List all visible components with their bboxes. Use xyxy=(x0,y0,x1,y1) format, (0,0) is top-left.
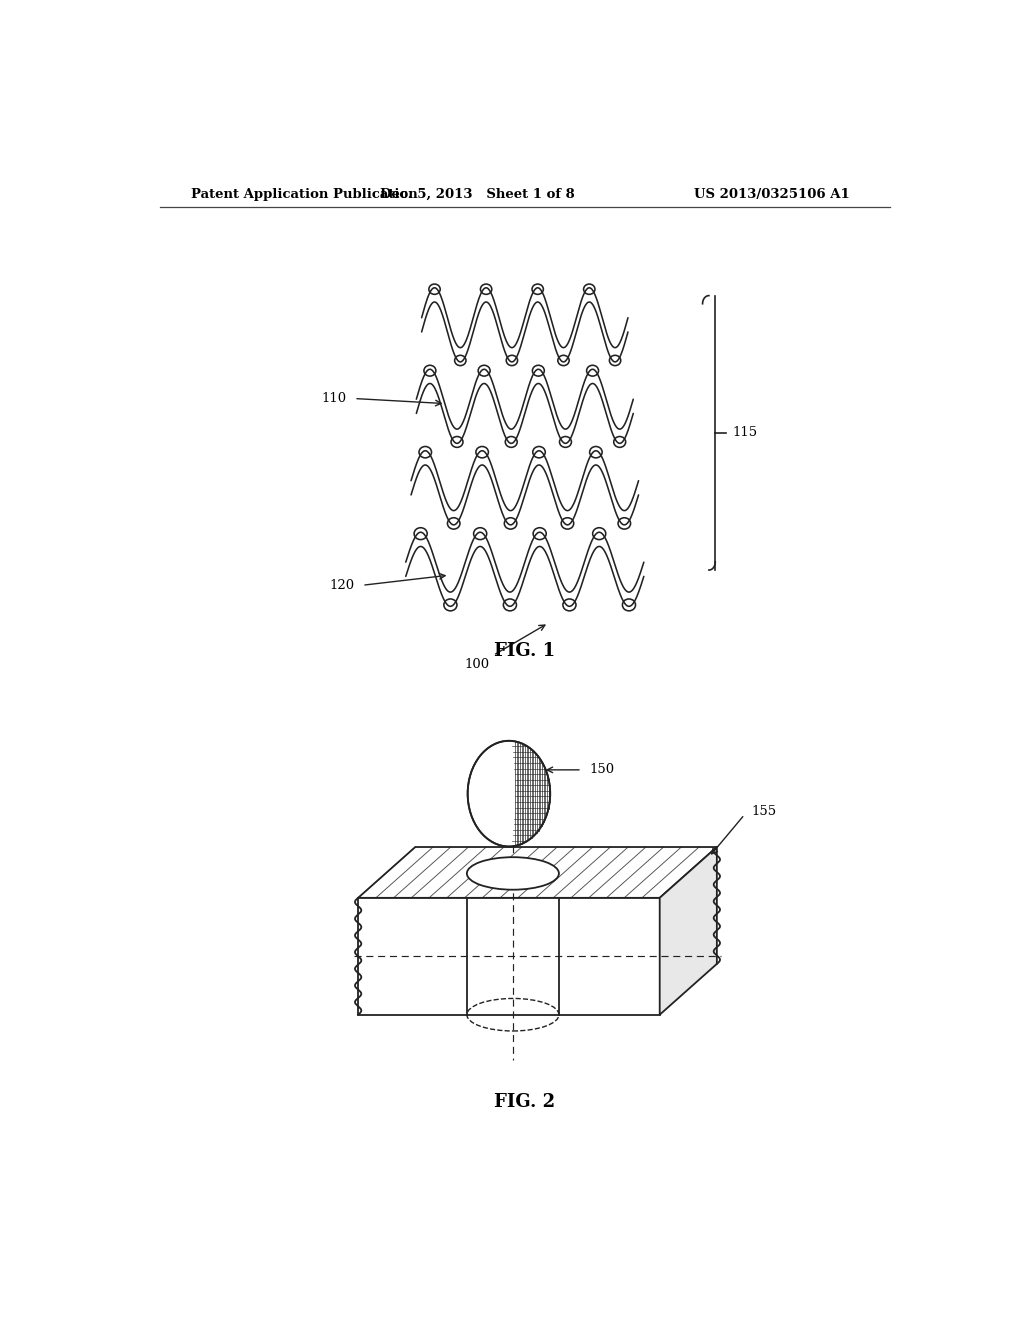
Circle shape xyxy=(468,741,550,846)
Text: 160: 160 xyxy=(502,785,527,799)
Polygon shape xyxy=(659,847,717,1015)
Text: 100: 100 xyxy=(464,659,489,672)
Text: 120: 120 xyxy=(329,578,354,591)
Text: 115: 115 xyxy=(733,426,758,440)
Text: 110: 110 xyxy=(322,392,346,405)
Text: FIG. 2: FIG. 2 xyxy=(495,1093,555,1110)
Text: 150: 150 xyxy=(590,763,615,776)
Polygon shape xyxy=(358,898,659,1015)
Text: Patent Application Publication: Patent Application Publication xyxy=(191,187,418,201)
Text: FIG. 1: FIG. 1 xyxy=(495,643,555,660)
Text: Dec. 5, 2013   Sheet 1 of 8: Dec. 5, 2013 Sheet 1 of 8 xyxy=(380,187,574,201)
Ellipse shape xyxy=(467,857,559,890)
Text: US 2013/0325106 A1: US 2013/0325106 A1 xyxy=(694,187,850,201)
Text: 155: 155 xyxy=(751,805,776,818)
